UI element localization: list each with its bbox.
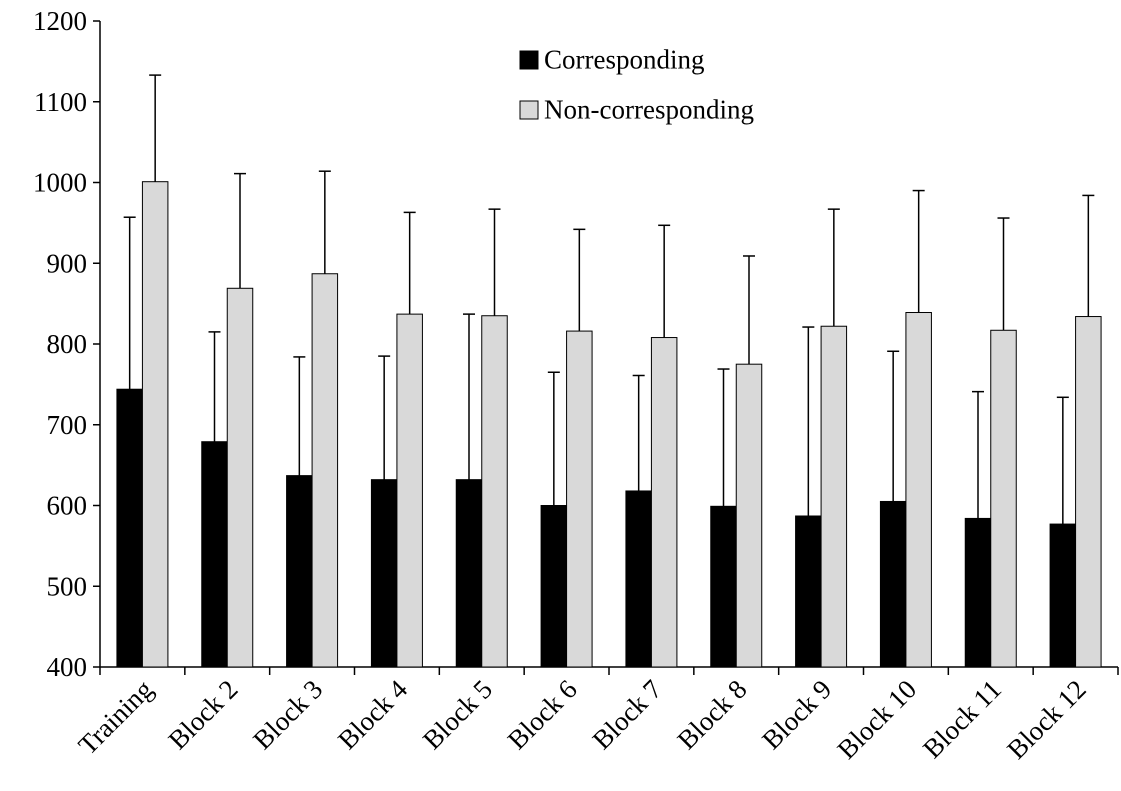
- x-tick-label: Training: [72, 674, 158, 760]
- legend-label: Corresponding: [544, 45, 704, 75]
- x-tick-label: Block 6: [502, 674, 583, 755]
- bar-corresponding-block-4: [370, 479, 398, 668]
- bar-non-corresponding-block-11: [990, 329, 1017, 668]
- bar-corresponding-block-11: [964, 517, 992, 668]
- bar-corresponding-block-6: [540, 505, 568, 668]
- x-tick-label: Block 5: [417, 674, 498, 755]
- bar-corresponding-block-2: [201, 441, 228, 668]
- bar-corresponding-block-8: [710, 505, 737, 668]
- y-tick-label: 1200: [33, 6, 87, 36]
- bar-non-corresponding-training: [141, 181, 169, 668]
- x-tick-label: Block 3: [247, 674, 328, 755]
- y-tick-label: 400: [47, 652, 88, 682]
- legend-swatch: [519, 50, 539, 70]
- bar-non-corresponding-block-12: [1075, 316, 1102, 668]
- y-tick-label: 800: [47, 329, 88, 359]
- bar-corresponding-block-5: [455, 479, 483, 668]
- bar-non-corresponding-block-2: [226, 287, 254, 668]
- legend-swatch: [519, 100, 539, 120]
- bar-non-corresponding-block-10: [905, 312, 932, 668]
- bar-corresponding-block-9: [795, 515, 822, 668]
- legend: Corresponding Non-corresponding: [519, 45, 754, 125]
- x-tick-label: Block 2: [162, 674, 243, 755]
- x-tick-label: Block 8: [671, 674, 752, 755]
- error-bars: [123, 74, 1095, 525]
- y-axis: 400 500 600 700 800 900 1000 1100 1200: [33, 6, 101, 682]
- x-axis: Training Block 2 Block 3 Block 4 Block 5 Bloc…: [72, 666, 1119, 765]
- bar-non-corresponding-block-7: [650, 337, 678, 668]
- y-tick-label: 600: [47, 491, 88, 521]
- bar-corresponding-block-10: [879, 500, 907, 668]
- bar-corresponding-block-7: [625, 490, 652, 668]
- legend-label: Non-corresponding: [544, 95, 754, 125]
- x-tick-label: Block 9: [756, 674, 837, 755]
- bar-non-corresponding-block-4: [396, 313, 423, 668]
- bar-non-corresponding-block-6: [566, 330, 593, 668]
- x-tick-label: Block 7: [587, 674, 668, 755]
- y-tick-label: 700: [47, 410, 88, 440]
- bar-non-corresponding-block-3: [311, 273, 339, 668]
- y-tick-label: 1000: [33, 168, 87, 198]
- y-tick-label: 1100: [34, 87, 87, 117]
- y-tick-label: 900: [47, 248, 88, 278]
- x-tick-label: Block 12: [1001, 674, 1092, 765]
- bar-non-corresponding-block-5: [481, 315, 508, 668]
- bars: [116, 181, 1102, 668]
- bar-non-corresponding-block-9: [820, 325, 848, 668]
- bar-corresponding-training: [116, 388, 143, 668]
- x-tick-label: Block 4: [332, 674, 413, 755]
- bar-corresponding-block-3: [286, 475, 313, 668]
- x-tick-label: Block 11: [917, 674, 1007, 764]
- bar-corresponding-block-12: [1049, 523, 1077, 668]
- y-tick-label: 500: [47, 571, 88, 601]
- bar-non-corresponding-block-8: [735, 363, 763, 668]
- x-tick-label: Block 10: [831, 674, 922, 765]
